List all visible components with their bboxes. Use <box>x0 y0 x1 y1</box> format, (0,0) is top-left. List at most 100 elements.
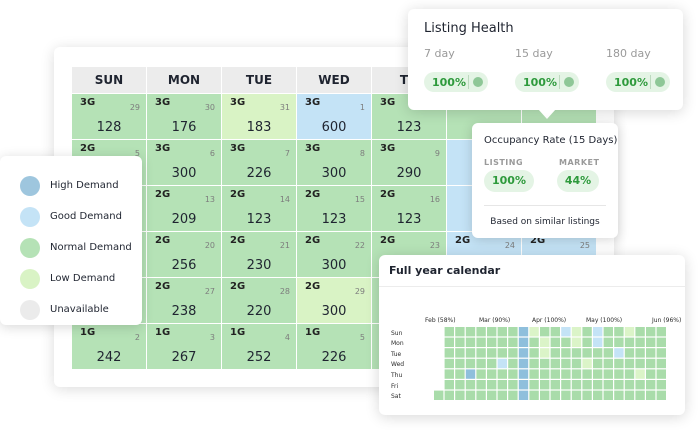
calendar-day-cell[interactable]: 2G 22 300 <box>297 232 372 277</box>
heatmap-day-cell[interactable] <box>508 358 518 369</box>
heatmap-day-cell[interactable] <box>529 348 539 358</box>
heatmap-day-cell[interactable] <box>487 348 497 358</box>
calendar-day-cell[interactable]: 1G 5 226 <box>297 324 372 369</box>
heatmap-day-cell[interactable] <box>624 327 635 337</box>
heatmap-day-cell[interactable] <box>582 337 592 347</box>
calendar-day-cell[interactable]: 3G 31 183 <box>222 94 297 139</box>
calendar-day-cell[interactable]: 2G 28 220 <box>222 278 297 323</box>
heatmap-day-cell[interactable] <box>571 369 582 379</box>
heatmap-day-cell[interactable] <box>487 380 497 390</box>
heatmap-day-cell[interactable] <box>455 390 465 400</box>
heatmap-day-cell[interactable] <box>646 327 656 337</box>
heatmap-day-cell[interactable] <box>518 358 529 369</box>
heatmap-day-cell[interactable] <box>455 380 465 390</box>
heatmap-day-cell[interactable] <box>444 348 454 358</box>
heatmap-day-cell[interactable] <box>561 380 571 390</box>
heatmap-day-cell[interactable] <box>635 337 645 347</box>
heatmap-day-cell[interactable] <box>635 369 645 379</box>
heatmap-day-cell[interactable] <box>614 348 624 358</box>
heatmap-day-cell[interactable] <box>561 327 571 337</box>
calendar-day-cell[interactable]: 2G 21 230 <box>222 232 297 277</box>
heatmap-day-cell[interactable] <box>656 369 666 379</box>
heatmap-day-cell[interactable] <box>444 390 454 400</box>
heatmap-day-cell[interactable] <box>624 348 635 358</box>
heatmap-day-cell[interactable] <box>593 327 603 337</box>
heatmap-day-cell[interactable] <box>540 380 550 390</box>
heatmap-day-cell[interactable] <box>540 348 550 358</box>
heatmap-day-cell[interactable] <box>593 337 603 347</box>
calendar-day-cell[interactable]: 3G 9 290 <box>372 140 447 185</box>
heatmap-day-cell[interactable] <box>487 327 497 337</box>
heatmap-day-cell[interactable] <box>582 369 592 379</box>
heatmap-day-cell[interactable] <box>593 358 603 369</box>
heatmap-day-cell[interactable] <box>624 337 635 347</box>
heatmap-day-cell[interactable] <box>540 369 550 379</box>
heatmap-day-cell[interactable] <box>444 358 454 369</box>
heatmap-day-cell[interactable] <box>571 390 582 400</box>
calendar-day-cell[interactable]: 3G 6 300 <box>147 140 222 185</box>
heatmap-day-cell[interactable] <box>614 358 624 369</box>
calendar-day-cell[interactable]: 2G 27 238 <box>147 278 222 323</box>
heatmap-day-cell[interactable] <box>444 327 454 337</box>
heatmap-day-cell[interactable] <box>624 358 635 369</box>
heatmap-day-cell[interactable] <box>518 348 529 358</box>
heatmap-day-cell[interactable] <box>614 337 624 347</box>
heatmap-day-cell[interactable] <box>487 390 497 400</box>
heatmap-day-cell[interactable] <box>476 390 486 400</box>
calendar-day-cell[interactable]: 3G 7 226 <box>222 140 297 185</box>
heatmap-day-cell[interactable] <box>518 337 529 347</box>
heatmap-day-cell[interactable] <box>508 337 518 347</box>
heatmap-day-cell[interactable] <box>624 380 635 390</box>
heatmap-day-cell[interactable] <box>603 348 613 358</box>
heatmap-day-cell[interactable] <box>529 337 539 347</box>
calendar-day-cell[interactable]: 3G 8 300 <box>297 140 372 185</box>
heatmap-day-cell[interactable] <box>508 390 518 400</box>
heatmap-day-cell[interactable] <box>571 337 582 347</box>
heatmap-day-cell[interactable] <box>465 348 476 358</box>
heatmap-day-cell[interactable] <box>635 348 645 358</box>
calendar-day-cell[interactable]: 2G 13 209 <box>147 186 222 231</box>
heatmap-day-cell[interactable] <box>465 380 476 390</box>
heatmap-day-cell[interactable] <box>656 380 666 390</box>
heatmap-day-cell[interactable] <box>582 390 592 400</box>
heatmap-day-cell[interactable] <box>603 380 613 390</box>
heatmap-day-cell[interactable] <box>497 348 507 358</box>
calendar-day-cell[interactable]: 3G 29 128 <box>72 94 147 139</box>
heatmap-day-cell[interactable] <box>550 327 560 337</box>
heatmap-day-cell[interactable] <box>656 390 666 400</box>
health-pill[interactable]: 100% <box>606 72 670 92</box>
heatmap-day-cell[interactable] <box>465 327 476 337</box>
heatmap-day-cell[interactable] <box>497 358 507 369</box>
heatmap-day-cell[interactable] <box>656 327 666 337</box>
heatmap-day-cell[interactable] <box>571 358 582 369</box>
heatmap-day-cell[interactable] <box>476 380 486 390</box>
heatmap-day-cell[interactable] <box>550 337 560 347</box>
heatmap-day-cell[interactable] <box>455 358 465 369</box>
heatmap-day-cell[interactable] <box>550 380 560 390</box>
heatmap-day-cell[interactable] <box>646 358 656 369</box>
calendar-day-cell[interactable]: 1G 2 242 <box>72 324 147 369</box>
heatmap-day-cell[interactable] <box>582 327 592 337</box>
heatmap-day-cell[interactable] <box>646 337 656 347</box>
heatmap-day-cell[interactable] <box>508 369 518 379</box>
heatmap-day-cell[interactable] <box>603 369 613 379</box>
heatmap-day-cell[interactable] <box>508 348 518 358</box>
calendar-day-cell[interactable]: 1G 4 252 <box>222 324 297 369</box>
heatmap-day-cell[interactable] <box>656 337 666 347</box>
heatmap-day-cell[interactable] <box>529 358 539 369</box>
heatmap-day-cell[interactable] <box>571 380 582 390</box>
heatmap-day-cell[interactable] <box>582 348 592 358</box>
heatmap-day-cell[interactable] <box>497 327 507 337</box>
heatmap-day-cell[interactable] <box>603 337 613 347</box>
heatmap-day-cell[interactable] <box>656 358 666 369</box>
heatmap-day-cell[interactable] <box>550 358 560 369</box>
heatmap-day-cell[interactable] <box>434 390 444 400</box>
heatmap-day-cell[interactable] <box>487 369 497 379</box>
heatmap-day-cell[interactable] <box>624 390 635 400</box>
heatmap-day-cell[interactable] <box>518 390 529 400</box>
info-icon[interactable] <box>564 77 574 87</box>
heatmap-day-cell[interactable] <box>476 369 486 379</box>
heatmap-day-cell[interactable] <box>444 369 454 379</box>
calendar-day-cell[interactable]: 3G 1 600 <box>297 94 372 139</box>
heatmap-day-cell[interactable] <box>593 369 603 379</box>
